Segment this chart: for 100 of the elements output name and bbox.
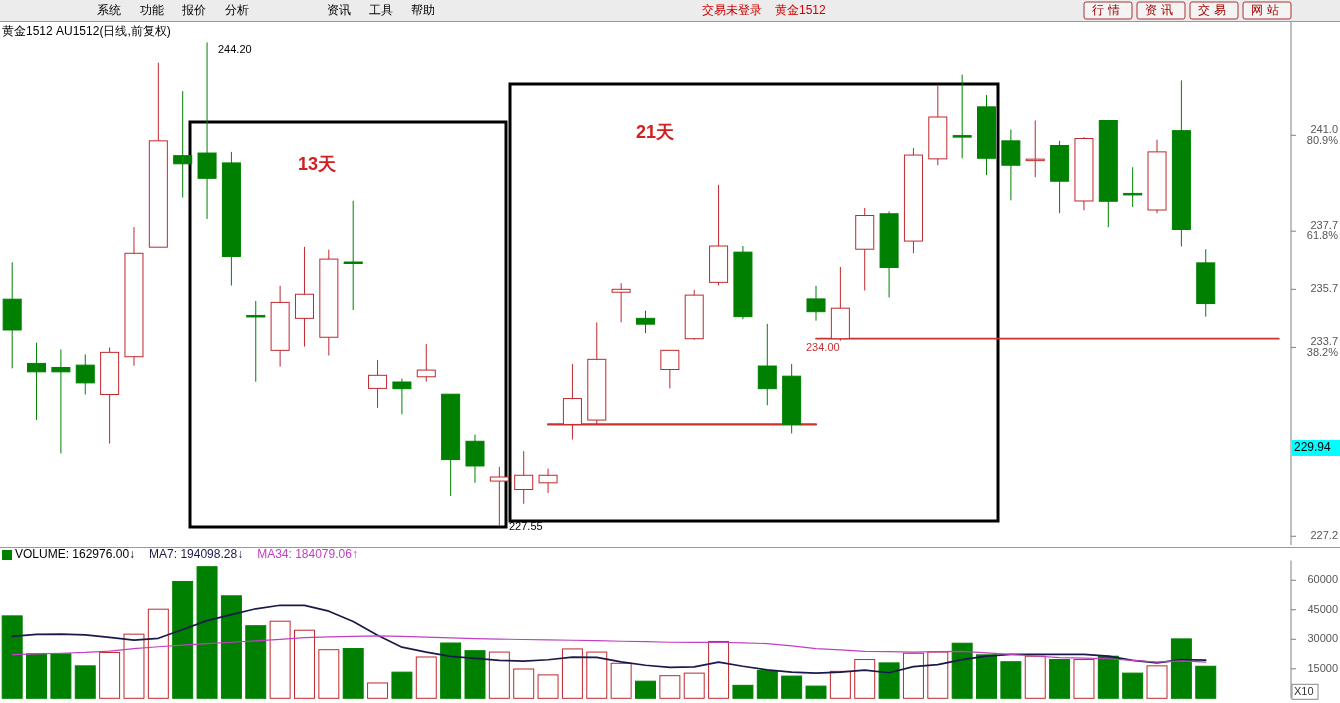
bar — [196, 566, 218, 699]
text: 帮助 — [411, 3, 435, 18]
text: 系统 — [97, 3, 121, 18]
bar — [537, 674, 559, 699]
bar — [1024, 655, 1046, 699]
annotation: 13天 — [298, 153, 337, 174]
bar — [513, 668, 535, 699]
bar — [123, 633, 145, 699]
candlestick — [611, 282, 631, 323]
bar — [488, 651, 510, 699]
bar — [951, 642, 973, 699]
text: MA7: 194098.28↓ — [149, 547, 244, 562]
bar — [464, 650, 486, 699]
bar — [927, 651, 949, 699]
y-tick-label: 15000 — [1307, 661, 1338, 674]
bar — [635, 680, 656, 699]
bar — [683, 672, 705, 699]
candlestick — [246, 300, 266, 383]
text: X10 — [1294, 685, 1314, 698]
bar — [1122, 672, 1144, 699]
y-tick-label: 30000 — [1307, 632, 1338, 645]
bar — [74, 665, 96, 699]
text: 分析 — [225, 3, 249, 18]
text: 工具 — [369, 3, 393, 18]
candlestick — [368, 359, 388, 409]
bar — [756, 670, 778, 699]
bar — [172, 580, 194, 699]
bar — [1049, 659, 1071, 699]
bar — [342, 648, 364, 699]
y-tick-label: 233.7 38.2% — [1306, 335, 1339, 358]
candlestick — [806, 285, 826, 322]
bar — [1097, 655, 1119, 699]
y-tick-label: 60000 — [1307, 573, 1338, 586]
bar — [245, 625, 267, 699]
bar — [805, 685, 827, 699]
bar — [50, 653, 72, 699]
text: 资讯 — [1145, 3, 1177, 18]
y-tick-label: 237.7 61.8% — [1306, 218, 1339, 242]
y-tick-label: 227.2 — [1310, 529, 1338, 542]
bar — [391, 671, 413, 699]
candlestick — [27, 342, 47, 421]
text: 行情 — [1092, 3, 1124, 18]
candlestick — [952, 74, 972, 159]
candlestick — [660, 349, 680, 389]
bar — [318, 649, 340, 699]
candlestick — [173, 90, 193, 198]
y-tick-label: 241.0 80.9% — [1306, 123, 1339, 146]
candlestick — [51, 348, 71, 454]
bar — [1170, 638, 1192, 699]
bar — [26, 653, 48, 699]
bar — [586, 651, 608, 699]
bar — [561, 648, 583, 699]
text: 黄金1512 — [775, 3, 827, 18]
bar — [99, 651, 121, 699]
bar — [415, 656, 437, 699]
bar — [732, 684, 754, 699]
text: 229.94 — [1294, 440, 1332, 455]
bar — [293, 629, 315, 699]
text: 资讯 — [327, 3, 351, 18]
bar — [147, 608, 169, 699]
bar — [610, 662, 632, 699]
bar — [1073, 659, 1095, 699]
bar — [440, 642, 462, 699]
text: 交易 — [1198, 3, 1230, 18]
bar — [1146, 665, 1168, 699]
bar — [659, 675, 681, 699]
line-series — [11, 635, 1207, 663]
bar — [269, 620, 291, 699]
bar — [1195, 665, 1217, 699]
bar — [367, 682, 389, 699]
annotation: 244.20 — [218, 42, 252, 55]
legend-label: VOLUME: 162976.00↓ — [15, 547, 136, 562]
bar — [829, 670, 851, 699]
annotation: 227.55 — [509, 519, 543, 532]
chart-title: 黄金1512 AU1512(日线,前复权) — [2, 24, 171, 39]
bar — [708, 640, 730, 699]
candlestick — [489, 466, 509, 527]
bar — [976, 654, 998, 699]
bar — [878, 662, 900, 699]
candlestick — [392, 378, 412, 415]
y-tick-label: 235.7 — [1310, 282, 1338, 295]
y-tick-label: 45000 — [1307, 602, 1338, 615]
bar — [1000, 661, 1022, 699]
candlestick — [343, 200, 363, 311]
candlestick — [757, 323, 777, 406]
bar — [902, 652, 924, 699]
candlestick — [1123, 166, 1143, 208]
candlestick — [416, 343, 436, 383]
bar — [1, 615, 23, 699]
candlestick — [538, 468, 558, 494]
bar — [220, 595, 242, 699]
annotation: 21天 — [636, 121, 675, 142]
series-label: 234.00 — [806, 340, 840, 353]
candlestick — [635, 310, 656, 334]
bar — [854, 659, 876, 699]
candlestick — [75, 353, 95, 395]
bar — [781, 675, 803, 699]
text: 报价 — [181, 3, 206, 18]
line-series — [11, 604, 1207, 674]
candlestick — [514, 450, 534, 505]
